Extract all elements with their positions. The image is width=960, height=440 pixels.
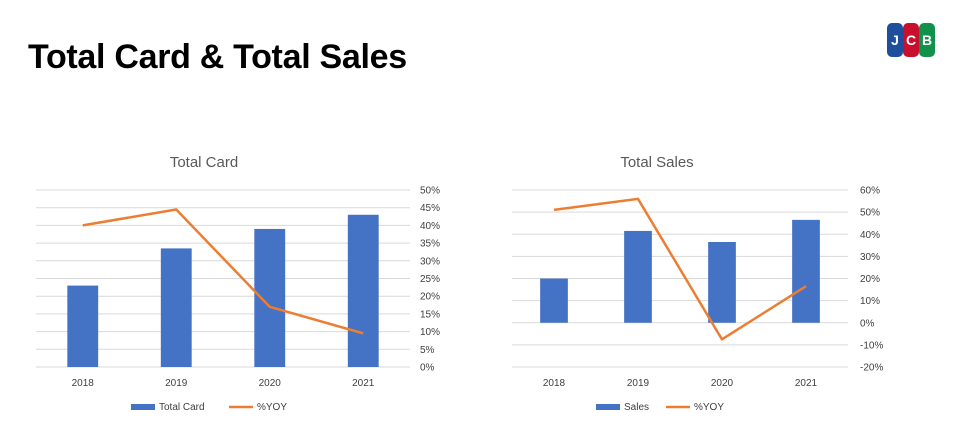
x-tick-label: 2021 [352, 378, 375, 389]
chart-title: Total Card [170, 154, 238, 171]
y-tick-label: 50% [420, 186, 440, 197]
x-tick-label: 2020 [259, 378, 282, 389]
y-tick-label: 40% [420, 221, 440, 232]
legend-swatch-bar [596, 404, 620, 410]
x-tick-label: 2018 [72, 378, 95, 389]
y-tick-label: 60% [860, 186, 880, 197]
legend-label: %YOY [694, 402, 724, 413]
logo-letter-c: C [906, 32, 916, 48]
logo-panel-red [903, 23, 919, 57]
x-tick-label: 2019 [165, 378, 188, 389]
bar [254, 228, 286, 367]
y-tick-label: 20% [420, 292, 440, 303]
bar [792, 219, 820, 323]
yoy-line [82, 208, 364, 335]
logo-panel-green [919, 23, 935, 57]
y-tick-label: 20% [860, 274, 880, 285]
y-tick-label: 30% [420, 256, 440, 267]
y-tick-label: 0% [420, 363, 435, 374]
jcb-logo-graphic: J C B [887, 23, 935, 57]
y-tick-label: 50% [860, 208, 880, 219]
legend-label: Total Card [159, 402, 205, 413]
y-tick-label: 35% [420, 239, 440, 250]
x-tick-label: 2021 [795, 378, 818, 389]
y-tick-label: -20% [860, 363, 883, 374]
legend-label: %YOY [257, 402, 287, 413]
y-tick-label: 40% [860, 230, 880, 241]
y-tick-label: 15% [420, 309, 440, 320]
yoy-line [553, 197, 807, 341]
bar [708, 241, 736, 323]
x-tick-label: 2018 [543, 378, 566, 389]
y-tick-label: 10% [420, 327, 440, 338]
bar [67, 285, 99, 367]
chart-title: Total Sales [620, 154, 693, 171]
slide-title: Total Card & Total Sales [28, 38, 407, 76]
y-tick-label: 30% [860, 252, 880, 263]
legend-label: Sales [624, 402, 649, 413]
bar [540, 278, 568, 323]
y-tick-label: 10% [860, 296, 880, 307]
y-tick-label: -10% [860, 340, 883, 351]
jcb-logo: J C B [886, 22, 936, 58]
bar [624, 230, 652, 323]
y-tick-label: 25% [420, 274, 440, 285]
bar [160, 248, 192, 367]
logo-letter-b: B [922, 32, 932, 48]
y-tick-label: 45% [420, 203, 440, 214]
y-tick-label: 5% [420, 345, 435, 356]
x-tick-label: 2019 [627, 378, 650, 389]
x-tick-label: 2020 [711, 378, 734, 389]
bar [347, 214, 379, 367]
logo-panel-blue [887, 23, 903, 57]
y-tick-label: 0% [860, 318, 875, 329]
legend-swatch-bar [131, 404, 155, 410]
logo-letter-j: J [891, 32, 899, 48]
